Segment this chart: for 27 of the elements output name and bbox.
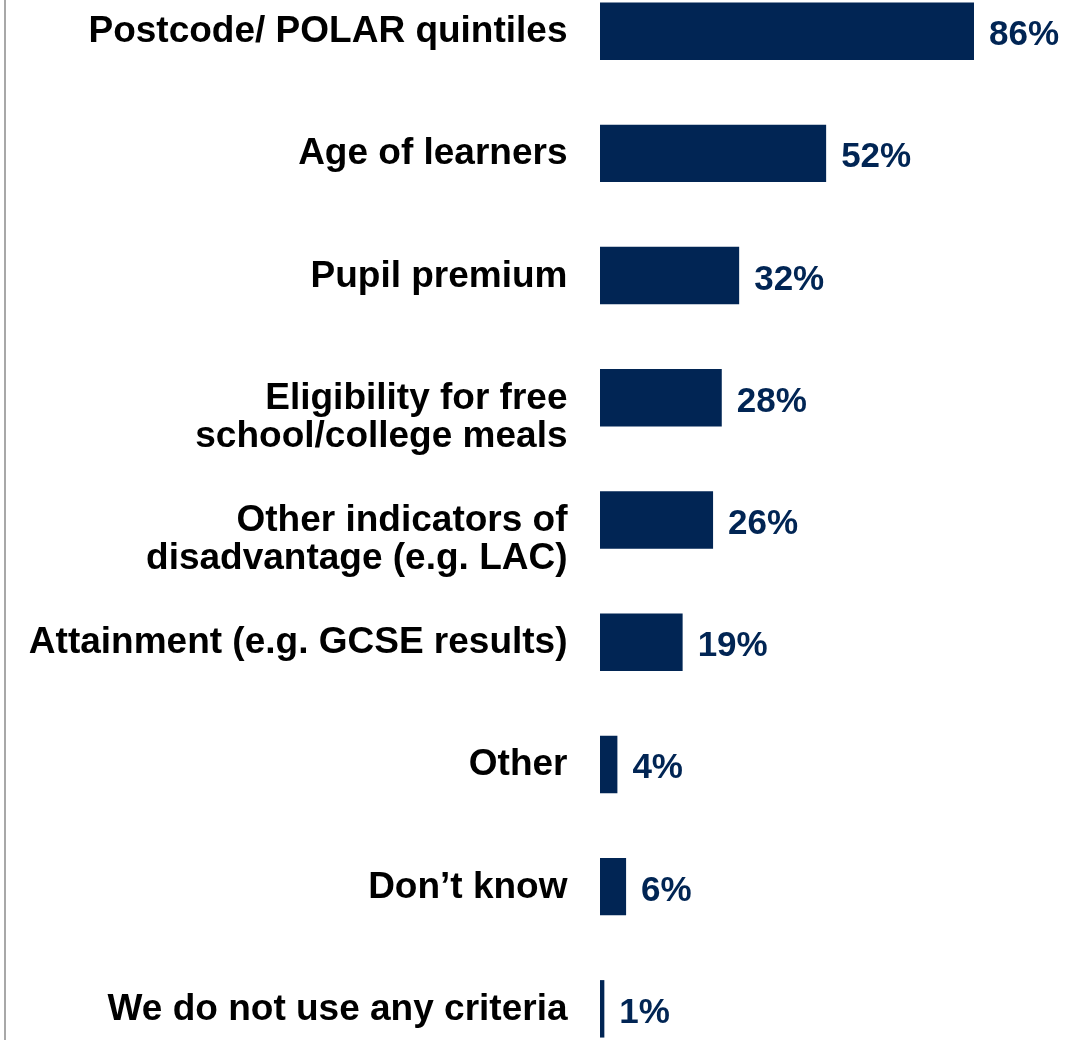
data-label: 1% <box>619 990 670 1030</box>
data-label: 32% <box>754 257 825 297</box>
bar <box>600 857 627 916</box>
bar <box>600 124 827 183</box>
y-tick-label: Postcode/ POLAR quintiles <box>88 9 568 51</box>
y-tick-label: Eligibility for free school/college meals <box>195 375 568 455</box>
data-label: 4% <box>632 746 683 786</box>
y-tick-label: Other indicators of disadvantage (e.g. LAC) <box>146 498 569 577</box>
y-tick-label: Don’t know <box>368 864 568 906</box>
data-label: 19% <box>697 624 768 664</box>
bar <box>600 2 974 60</box>
data-label: 28% <box>736 379 807 419</box>
data-label: 6% <box>641 868 692 908</box>
bar <box>600 613 683 671</box>
y-tick-label: Age of learners <box>298 131 568 173</box>
data-label: 52% <box>841 135 912 175</box>
y-tick-label: We do not use any criteria <box>107 986 568 1028</box>
bar <box>600 491 714 549</box>
data-label: 86% <box>989 13 1060 53</box>
bar <box>600 735 618 794</box>
bar <box>600 369 722 427</box>
y-tick-label: Attainment (e.g. GCSE results) <box>28 620 568 662</box>
bar <box>600 980 605 1038</box>
y-tick-label: Other <box>468 742 568 784</box>
y-tick-label: Pupil premium <box>310 253 568 295</box>
bar <box>600 246 740 305</box>
data-label: 26% <box>728 502 799 541</box>
